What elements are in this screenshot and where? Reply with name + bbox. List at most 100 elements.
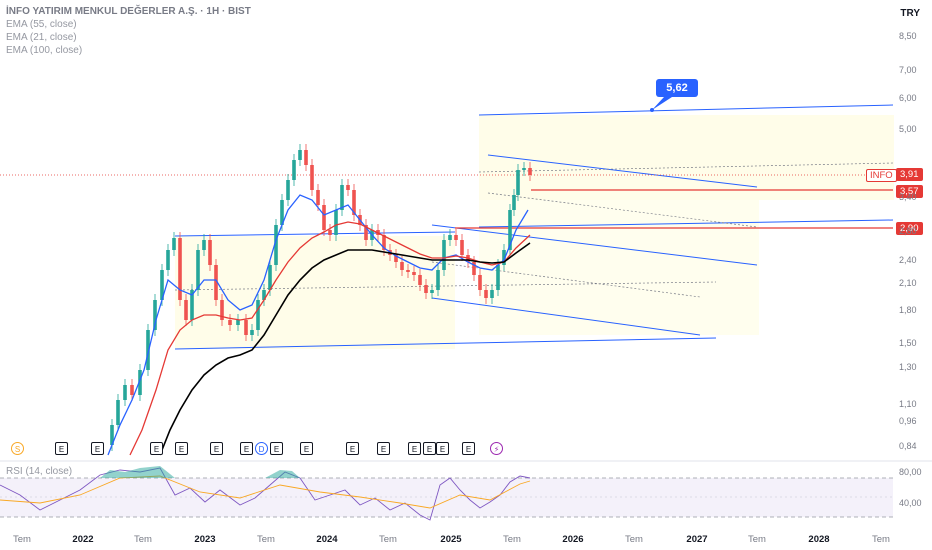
candle-body: [190, 290, 194, 320]
time-tick: 2024: [316, 534, 338, 545]
rsi-tick: 40,00: [899, 498, 922, 508]
indicator-ema21[interactable]: EMA (21, close): [6, 32, 77, 43]
time-tick: Tem: [13, 534, 31, 545]
level-tag-2: 2,90: [896, 222, 923, 235]
candle-body: [460, 240, 464, 255]
event-marker[interactable]: E: [175, 442, 188, 455]
mid-dotted-line: [478, 162, 894, 173]
candle-body: [448, 235, 452, 240]
candle-body: [382, 235, 386, 250]
time-tick: 2027: [686, 534, 708, 545]
price-tick: 2,80: [899, 226, 917, 236]
candle-body: [160, 270, 164, 300]
candle-body: [328, 230, 332, 235]
indicator-ema55[interactable]: EMA (55, close): [6, 19, 77, 30]
event-marker[interactable]: E: [423, 442, 436, 455]
currency-label[interactable]: TRY: [900, 8, 920, 19]
event-marker[interactable]: E: [408, 442, 421, 455]
candle-body: [412, 272, 416, 275]
candle-body: [196, 250, 200, 290]
target-callout[interactable]: 5,62: [656, 79, 698, 97]
trend-channel-line: [174, 337, 717, 350]
price-tick: 6,00: [899, 93, 917, 103]
candle-body: [184, 300, 188, 320]
candle-body: [528, 168, 532, 175]
price-tick: 1,80: [899, 305, 917, 315]
rsi-overbought-fill: [265, 470, 300, 478]
mid-dotted-line: [487, 192, 758, 228]
price-tick: 7,00: [899, 65, 917, 75]
candle-body: [430, 290, 434, 293]
candle-body: [208, 240, 212, 265]
price-tick: 2,40: [899, 255, 917, 265]
candle-body: [322, 205, 326, 230]
candle-body: [286, 180, 290, 200]
candle-body: [220, 300, 224, 320]
candle-body: [512, 195, 516, 210]
callout-pointer: [652, 97, 672, 110]
rsi-tick: 80,00: [899, 467, 922, 477]
candle-body: [484, 290, 488, 298]
candle-body: [508, 210, 512, 250]
candle-body: [334, 210, 338, 235]
rsi-ma-line: [0, 475, 531, 509]
event-marker[interactable]: E: [300, 442, 313, 455]
event-marker[interactable]: E: [462, 442, 475, 455]
candle-body: [298, 150, 302, 160]
candle-body: [236, 320, 240, 325]
candle-body: [172, 238, 176, 250]
candle-body: [418, 275, 422, 285]
event-marker[interactable]: E: [55, 442, 68, 455]
candle-body: [262, 290, 266, 300]
candle-body: [364, 225, 368, 240]
event-marker[interactable]: E: [91, 442, 104, 455]
time-tick: Tem: [134, 534, 152, 545]
rsi-legend[interactable]: RSI (14, close): [6, 466, 73, 477]
candle-body: [304, 150, 308, 165]
event-marker[interactable]: E: [436, 442, 449, 455]
candle-body: [516, 170, 520, 195]
candle-body: [496, 265, 500, 290]
candle-body: [166, 250, 170, 270]
time-tick: Tem: [872, 534, 890, 545]
chart-legend: İNFO YATIRIM MENKUL DEĞERLER A.Ş. · 1H ·…: [6, 5, 251, 57]
event-marker[interactable]: D: [255, 442, 268, 455]
event-marker[interactable]: E: [210, 442, 223, 455]
candle-body: [436, 270, 440, 290]
candle-body: [346, 185, 350, 190]
event-marker[interactable]: E: [270, 442, 283, 455]
candle-body: [340, 185, 344, 210]
symbol-title: İNFO YATIRIM MENKUL DEĞERLER A.Ş. · 1H ·…: [6, 6, 251, 17]
time-tick: Tem: [503, 534, 521, 545]
candle-body: [478, 275, 482, 290]
trend-channel-line: [487, 154, 758, 188]
time-tick: Tem: [379, 534, 397, 545]
indicator-ema100[interactable]: EMA (100, close): [6, 45, 83, 56]
callout-anchor: [650, 108, 654, 112]
time-tick: 2023: [194, 534, 216, 545]
candle-body: [214, 265, 218, 300]
price-tick: 3,40: [899, 192, 917, 202]
candle-body: [274, 225, 278, 265]
range-zone: [175, 236, 455, 349]
candle-body: [256, 300, 260, 330]
trend-channel-line: [174, 231, 456, 237]
candle-body: [292, 160, 296, 180]
event-marker[interactable]: S: [11, 442, 24, 455]
event-marker[interactable]: ⚡: [490, 442, 503, 455]
event-marker[interactable]: E: [150, 442, 163, 455]
candle-body: [280, 200, 284, 225]
event-marker[interactable]: E: [377, 442, 390, 455]
price-tick: 8,50: [899, 31, 917, 41]
level-tag-1: 3,57: [896, 185, 923, 198]
price-tick: 5,00: [899, 124, 917, 134]
time-tick: Tem: [748, 534, 766, 545]
event-marker[interactable]: E: [346, 442, 359, 455]
trend-channel-line: [431, 297, 701, 336]
event-marker[interactable]: E: [240, 442, 253, 455]
candle-body: [178, 238, 182, 300]
trend-channel-line: [478, 104, 894, 116]
candle-body: [502, 250, 506, 265]
ema55-line: [129, 221, 531, 456]
